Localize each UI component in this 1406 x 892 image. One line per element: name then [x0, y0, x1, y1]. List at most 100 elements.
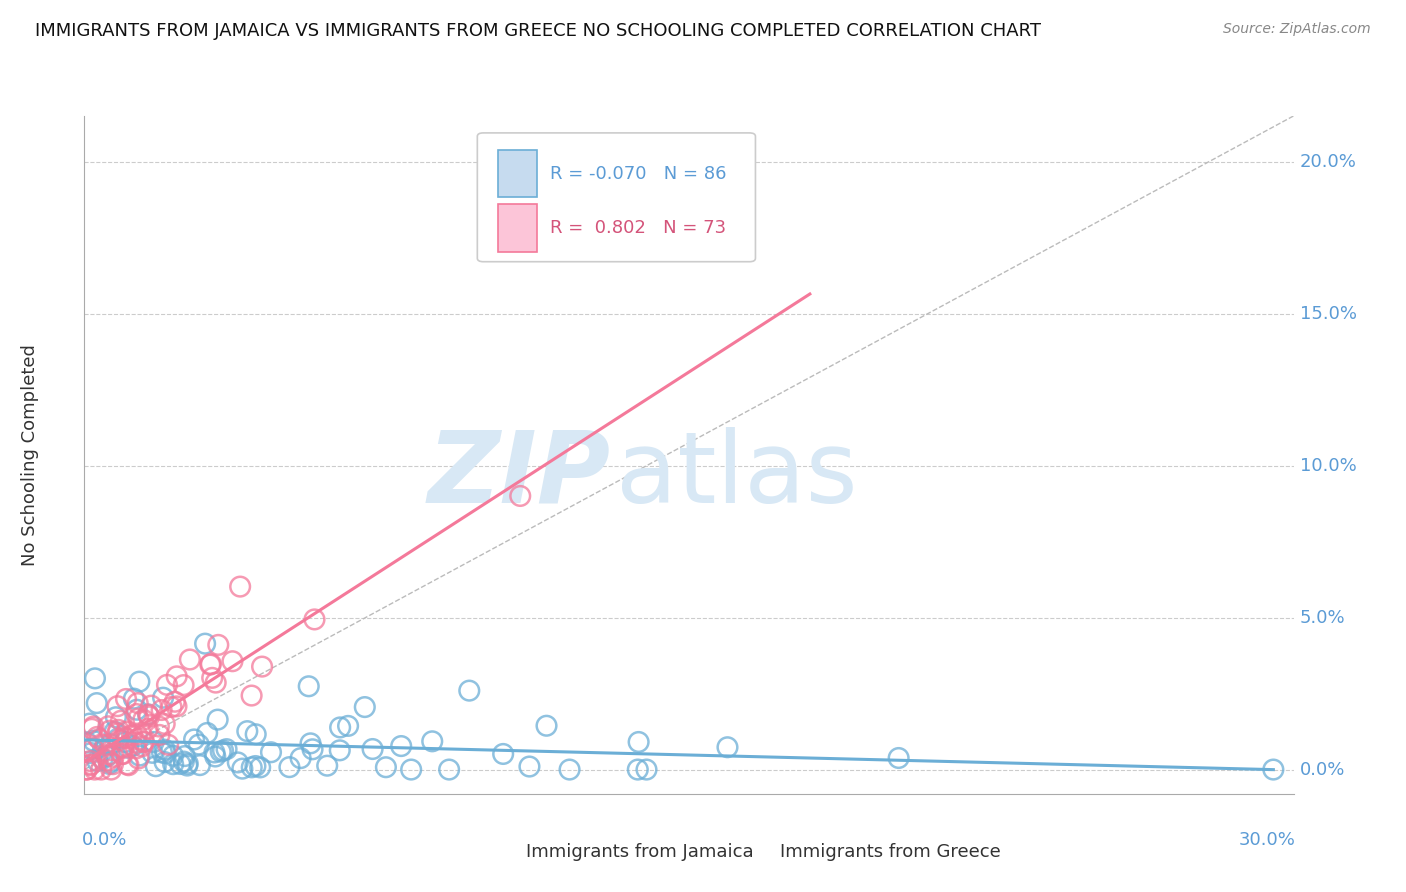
Text: 0.0%: 0.0%	[1299, 761, 1346, 779]
Point	[157, 738, 180, 752]
Point	[374, 760, 396, 774]
Point	[716, 740, 738, 755]
Point	[201, 671, 224, 685]
Point	[115, 724, 138, 739]
Point	[437, 763, 460, 777]
Point	[75, 763, 97, 777]
Point	[121, 739, 143, 753]
Point	[104, 710, 127, 724]
Point	[156, 678, 179, 692]
Point	[177, 756, 200, 771]
Point	[98, 747, 121, 762]
Point	[160, 700, 183, 714]
Point	[94, 738, 117, 752]
Point	[132, 713, 155, 727]
Text: IMMIGRANTS FROM JAMAICA VS IMMIGRANTS FROM GREECE NO SCHOOLING COMPLETED CORRELA: IMMIGRANTS FROM JAMAICA VS IMMIGRANTS FR…	[35, 22, 1042, 40]
Text: R = -0.070   N = 86: R = -0.070 N = 86	[550, 165, 727, 183]
Point	[84, 671, 107, 685]
Point	[82, 741, 104, 756]
Point	[162, 748, 184, 763]
Point	[240, 689, 263, 703]
Point	[492, 747, 515, 761]
Point	[215, 742, 238, 756]
Point	[195, 726, 218, 740]
Point	[155, 746, 177, 760]
Point	[141, 698, 163, 713]
Point	[91, 744, 114, 758]
Point	[353, 700, 375, 714]
Text: 15.0%: 15.0%	[1299, 304, 1357, 323]
FancyBboxPatch shape	[478, 133, 755, 261]
Point	[194, 637, 217, 651]
Point	[138, 709, 160, 723]
Point	[125, 736, 148, 750]
Point	[127, 696, 149, 710]
Text: Source: ZipAtlas.com: Source: ZipAtlas.com	[1223, 22, 1371, 37]
Point	[212, 743, 235, 757]
FancyBboxPatch shape	[498, 150, 537, 197]
Point	[399, 763, 422, 777]
Point	[188, 758, 211, 772]
Point	[136, 707, 159, 722]
Point	[204, 749, 226, 764]
Text: 5.0%: 5.0%	[1299, 608, 1346, 626]
Point	[290, 751, 312, 765]
Point	[887, 751, 910, 765]
Point	[536, 719, 558, 733]
Point	[148, 719, 170, 733]
Point	[204, 746, 226, 760]
Point	[117, 757, 139, 772]
Point	[187, 738, 209, 752]
Point	[80, 746, 103, 760]
Point	[229, 580, 252, 594]
Point	[245, 759, 267, 773]
Text: Immigrants from Jamaica: Immigrants from Jamaica	[526, 843, 754, 861]
Point	[128, 751, 150, 765]
Point	[89, 732, 111, 747]
Point	[112, 740, 135, 755]
Point	[304, 612, 326, 626]
Point	[131, 739, 153, 754]
Point	[125, 703, 148, 717]
Point	[86, 754, 108, 768]
Point	[519, 759, 541, 773]
Point	[150, 703, 173, 717]
Text: 30.0%: 30.0%	[1239, 831, 1296, 849]
Point	[98, 723, 121, 738]
Point	[458, 683, 481, 698]
Point	[76, 763, 98, 777]
Point	[125, 728, 148, 742]
Point	[112, 730, 135, 744]
Point	[141, 746, 163, 760]
Point	[145, 759, 167, 773]
Point	[107, 731, 129, 746]
Point	[173, 749, 195, 764]
Point	[558, 763, 581, 777]
Point	[86, 730, 108, 744]
Text: R =  0.802   N = 73: R = 0.802 N = 73	[550, 219, 725, 236]
Point	[183, 732, 205, 747]
Point	[107, 726, 129, 740]
Point	[153, 717, 176, 731]
Text: 10.0%: 10.0%	[1299, 457, 1357, 475]
Point	[627, 735, 650, 749]
Point	[226, 756, 249, 770]
Point	[152, 690, 174, 705]
Point	[150, 745, 173, 759]
Point	[260, 745, 283, 759]
Point	[176, 758, 198, 772]
Point	[236, 724, 259, 739]
Point	[179, 652, 201, 666]
Point	[107, 723, 129, 737]
Point	[110, 714, 132, 728]
Point	[79, 716, 101, 731]
Point	[100, 763, 122, 777]
Point	[91, 752, 114, 766]
Point	[250, 659, 273, 673]
Text: 20.0%: 20.0%	[1299, 153, 1357, 170]
Point	[148, 728, 170, 742]
Point	[209, 745, 232, 759]
Point	[221, 654, 243, 668]
FancyBboxPatch shape	[498, 204, 537, 252]
Point	[200, 657, 222, 672]
